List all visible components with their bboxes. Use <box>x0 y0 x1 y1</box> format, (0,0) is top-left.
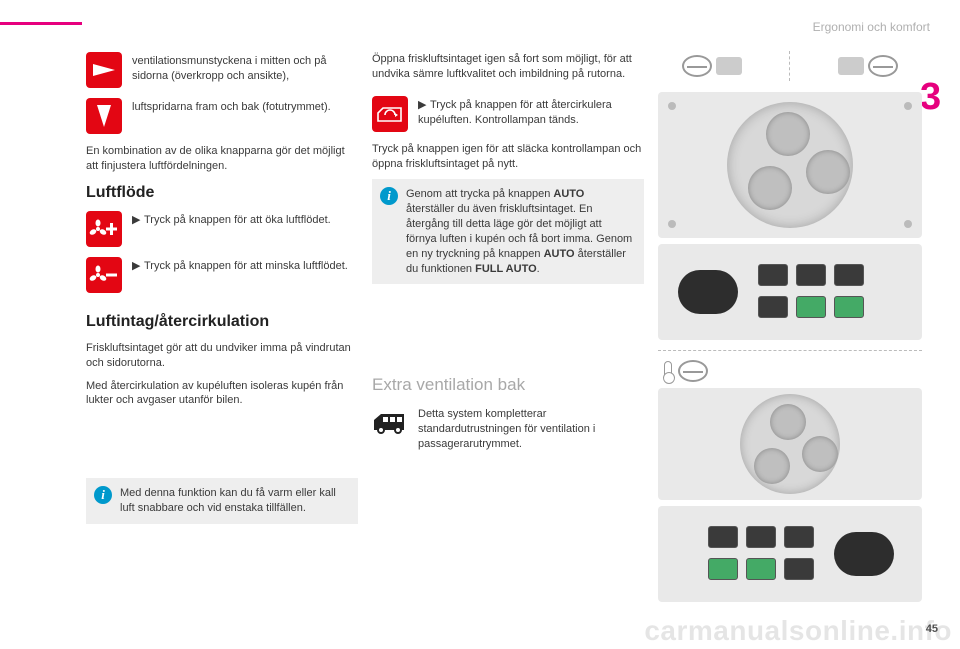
heading-intake: Luftintag/återcirkulation <box>86 311 358 333</box>
info1-text: Med denna funktion kan du få varm eller … <box>120 487 336 514</box>
thermometer-icon <box>664 361 672 381</box>
screw-icon <box>668 220 676 228</box>
dial-icon <box>678 270 738 314</box>
control-button-lit <box>796 296 826 318</box>
heading-airflow: Luftflöde <box>86 182 358 204</box>
col2-after-para: Tryck på knappen igen för att släcka kon… <box>372 142 644 172</box>
info2-auto2: AUTO <box>544 248 575 260</box>
screw-icon <box>668 102 676 110</box>
recirc-text-wrap: ▶Tryck på knappen för att återcirkulera … <box>418 96 644 132</box>
fan-minus-icon <box>86 257 122 293</box>
row-vent-face-text: ventilationsmunstyckena i mitten och på … <box>132 52 358 88</box>
info2-auto1: AUTO <box>553 188 584 200</box>
screw-icon <box>904 102 912 110</box>
airflow-inc-text: ▶Tryck på knappen för att öka luftflödet… <box>132 211 358 247</box>
vent-outlet-icon <box>770 404 806 440</box>
illust-rear-vents-2 <box>658 388 922 500</box>
heading-extra-vent: Extra ventilation bak <box>372 374 644 397</box>
control-button-lit <box>834 296 864 318</box>
info2-a: Genom att trycka på knappen <box>406 188 553 200</box>
row-vent-face: ventilationsmunstyckena i mitten och på … <box>86 52 358 88</box>
control-button <box>784 526 814 548</box>
divider-icon <box>789 51 790 81</box>
para-combination: En kombination av de olika knapparna gör… <box>86 144 358 174</box>
van-icon <box>372 405 408 441</box>
info2-full: FULL AUTO <box>475 263 537 275</box>
face-vent-icon <box>86 52 122 88</box>
seat-icon <box>838 57 864 75</box>
control-button <box>746 526 776 548</box>
control-button <box>796 264 826 286</box>
illust-control-panel-1 <box>658 244 922 340</box>
recirc-text: Tryck på knappen för att återcirkulera k… <box>418 99 612 126</box>
column-1: ventilationsmunstyckena i mitten och på … <box>86 52 358 524</box>
control-button-lit <box>708 558 738 580</box>
fan-plus-icon <box>86 211 122 247</box>
illust-rear-vents <box>658 92 922 238</box>
col2-top-para: Öppna friskluftsintaget igen så fort som… <box>372 52 644 82</box>
vent-outlet-icon <box>748 166 792 210</box>
watermark-text: carmanualsonline.info <box>644 615 952 647</box>
row-recirc: ▶Tryck på knappen för att återcirkulera … <box>372 96 644 132</box>
control-button <box>784 558 814 580</box>
vent-outlet-icon <box>806 150 850 194</box>
chapter-number: 3 <box>920 78 960 118</box>
column-3 <box>658 46 922 608</box>
dial-icon <box>834 532 894 576</box>
row-airflow-inc: ▶Tryck på knappen för att öka luftflödet… <box>86 211 358 247</box>
airflow-dec-label: Tryck på knappen för att minska luftflöd… <box>144 260 348 272</box>
extra-vent-text: Detta system kompletterar standardutrust… <box>418 405 644 452</box>
seat-icon <box>716 57 742 75</box>
recirc-icon <box>372 96 408 132</box>
steering-wheel-icon <box>682 55 712 77</box>
info2-period: . <box>537 263 540 275</box>
info-icon: i <box>94 486 112 504</box>
info-box-1: i Med denna funktion kan du få varm elle… <box>86 478 358 524</box>
airflow-dec-text: ▶Tryck på knappen för att minska luftflö… <box>132 257 358 293</box>
control-button <box>758 296 788 318</box>
intake-p1: Friskluftsintaget gör att du undviker im… <box>86 341 358 371</box>
illust-wheel-strip-1 <box>658 46 922 86</box>
illust-control-panel-2 <box>658 506 922 602</box>
illust-divider-strip <box>658 346 922 388</box>
info-box-2: i Genom att trycka på knappen AUTO åters… <box>372 179 644 284</box>
control-button <box>758 264 788 286</box>
column-2: Öppna friskluftsintaget igen så fort som… <box>372 52 644 462</box>
control-button <box>708 526 738 548</box>
airflow-inc-label: Tryck på knappen för att öka luftflödet. <box>144 214 331 226</box>
steering-wheel-icon <box>678 360 708 382</box>
info-icon: i <box>380 187 398 205</box>
section-header: Ergonomi och komfort <box>813 20 930 34</box>
row-airflow-dec: ▶Tryck på knappen för att minska luftflö… <box>86 257 358 293</box>
vent-outlet-icon <box>766 112 810 156</box>
intake-p2: Med återcirkulation av kupéluften isoler… <box>86 379 358 409</box>
row-extra-vent: Detta system kompletterar standardutrust… <box>372 405 644 452</box>
foot-vent-icon <box>86 98 122 134</box>
vent-outlet-icon <box>802 436 838 472</box>
control-button <box>834 264 864 286</box>
screw-icon <box>904 220 912 228</box>
row-vent-foot: luftspridarna fram och bak (fotutrymmet)… <box>86 98 358 134</box>
row-vent-foot-text: luftspridarna fram och bak (fotutrymmet)… <box>132 98 358 134</box>
control-button-lit <box>746 558 776 580</box>
accent-bar <box>0 22 82 25</box>
steering-wheel-icon <box>868 55 898 77</box>
page-root: Ergonomi och komfort 3 ventilationsmunst… <box>0 0 960 649</box>
vent-outlet-icon <box>754 448 790 484</box>
